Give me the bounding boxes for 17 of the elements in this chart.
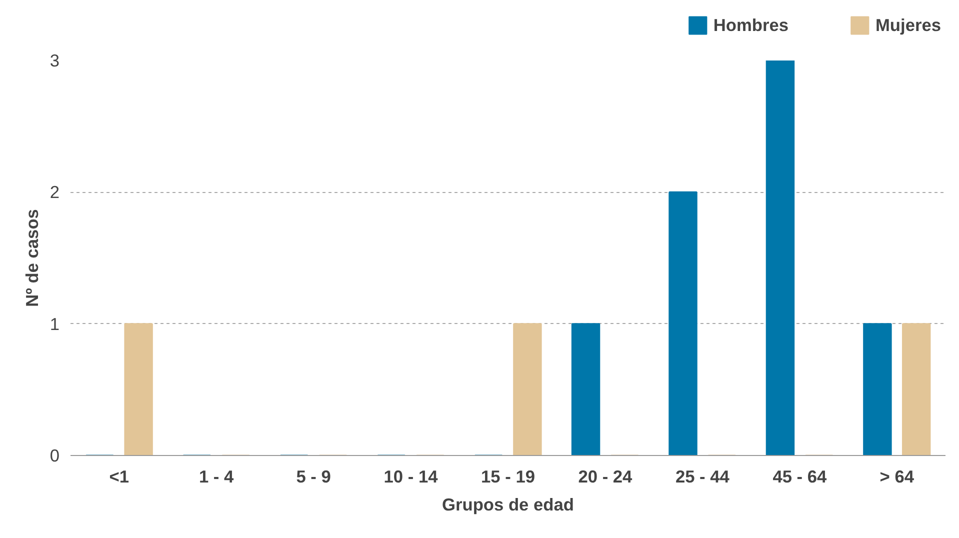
x-tick-label: 25 - 44 xyxy=(675,466,730,486)
x-tick-label: 45 - 64 xyxy=(772,466,828,486)
x-tick-label: 1 - 4 xyxy=(198,466,234,486)
x-tick-label: > 64 xyxy=(880,466,914,486)
x-axis-title: Grupos de edad xyxy=(442,494,574,514)
x-tick-label: <1 xyxy=(109,466,130,486)
y-tick-label: 0 xyxy=(50,446,60,466)
y-tick-label: 1 xyxy=(50,314,60,334)
x-tick-label: 15 - 19 xyxy=(481,466,535,486)
x-tick-label: 5 - 9 xyxy=(296,466,331,486)
legend-label: Hombres xyxy=(713,14,788,36)
x-tick-label: 20 - 24 xyxy=(578,466,633,486)
legend-label: Mujeres xyxy=(876,14,941,36)
y-axis-title: Nº de casos xyxy=(22,209,42,307)
y-tick-label: 3 xyxy=(50,50,60,70)
y-tick-label: 2 xyxy=(50,182,60,202)
x-tick-label: 10 - 14 xyxy=(384,466,438,486)
